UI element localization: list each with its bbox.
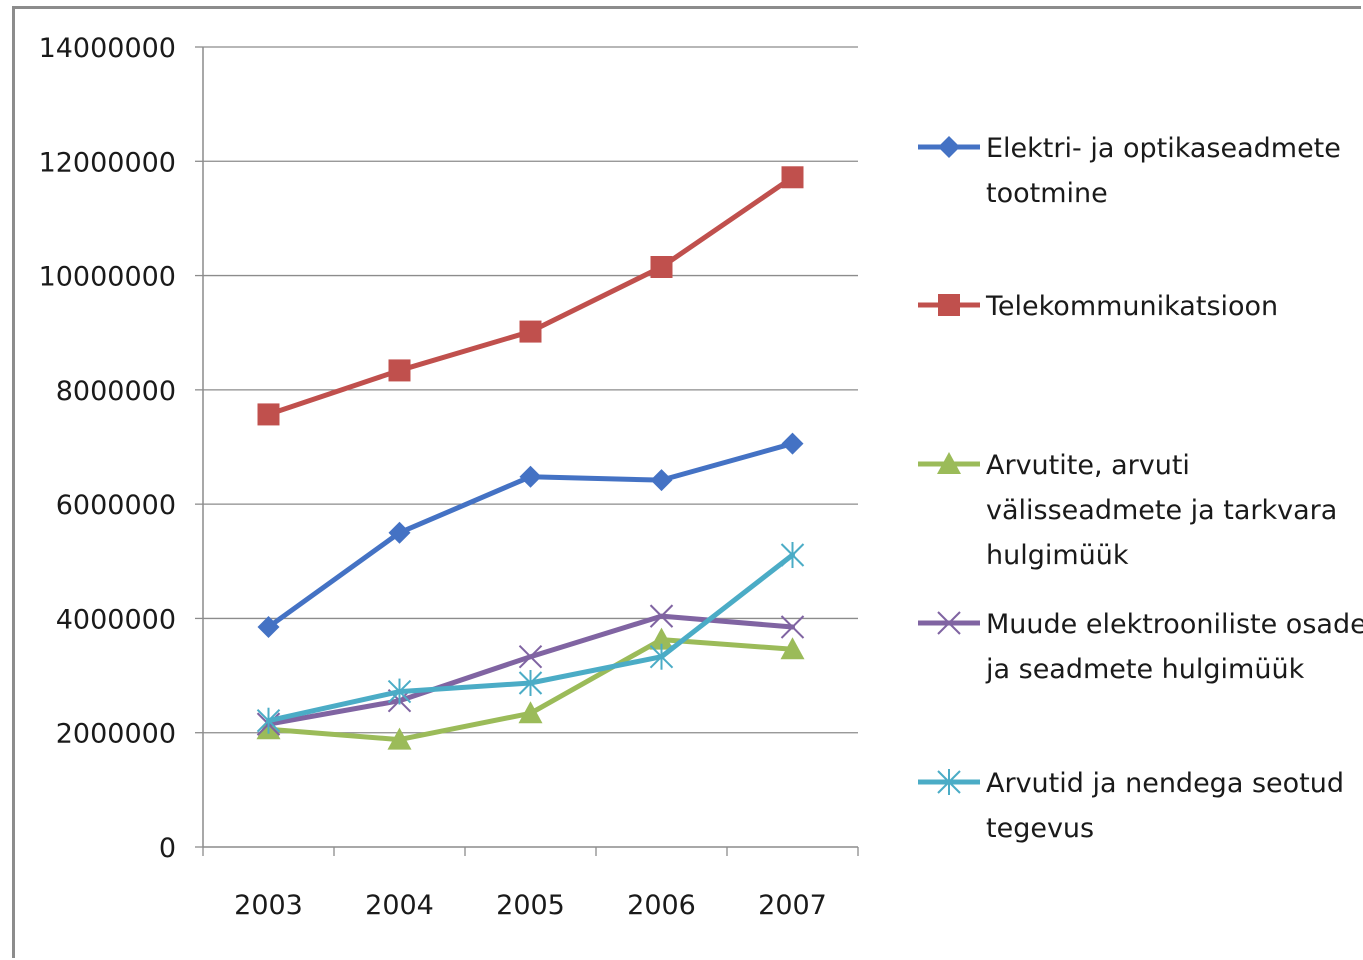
data-point: [649, 604, 674, 628]
data-point: [387, 727, 412, 750]
series-line: [266, 174, 795, 417]
y-tick-label: 14000000: [39, 33, 176, 64]
marker-stroke: [649, 604, 674, 628]
data-point: [387, 678, 412, 705]
legend-entry: Elektri- ja optikaseadmete tootmine: [918, 133, 1341, 209]
x-tick-label: 2003: [234, 890, 303, 921]
y-tick-label: 2000000: [56, 719, 176, 750]
legend-label: tegevus: [986, 813, 1094, 844]
series-5: [256, 542, 805, 734]
legend-label: tootmine: [986, 178, 1108, 209]
data-point: [780, 637, 805, 660]
series-lines: [256, 166, 805, 750]
y-tick-label: 8000000: [56, 376, 176, 407]
legend-label: Muude elektrooniliste osade: [986, 609, 1363, 640]
data-point: [650, 469, 673, 492]
data-point: [780, 542, 805, 568]
series-1: [257, 432, 804, 638]
y-tick-label: 10000000: [39, 262, 176, 293]
axes: 0 2000000 4000000 6000000 8000000 10000000 120…: [39, 33, 859, 921]
data-point: [519, 320, 542, 343]
legend-label: ja seadmete hulgimüük: [985, 654, 1305, 685]
data-point: [518, 645, 543, 669]
marker-stroke: [937, 611, 961, 635]
data-point: [781, 432, 804, 455]
data-point: [650, 256, 673, 278]
legend-label: Elektri- ja optikaseadmete: [986, 133, 1341, 164]
legend: Elektri- ja optikaseadmete tootmine Teleko…: [918, 133, 1363, 844]
legend-label: Telekommunikatsioon: [985, 291, 1278, 322]
data-point: [518, 701, 543, 724]
legend-marker: [937, 452, 961, 474]
legend-label: Arvutid ja nendega seotud: [986, 768, 1344, 799]
data-point: [257, 403, 280, 426]
x-tick-label: 2007: [758, 890, 827, 921]
gridlines: [203, 46, 858, 734]
y-tick-label: 0: [159, 833, 176, 864]
y-tick-label: 12000000: [39, 147, 176, 178]
data-point: [518, 670, 543, 696]
legend-entry: Arvutite, arvuti välisseadmete ja tarkvar…: [918, 450, 1337, 571]
x-tick-label: 2006: [627, 890, 696, 921]
data-point: [257, 616, 280, 638]
x-tick-label: 2004: [365, 890, 434, 921]
legend-marker: [937, 769, 961, 795]
data-point: [256, 707, 281, 734]
series-2: [257, 166, 804, 426]
y-tick-label: 6000000: [56, 490, 176, 521]
legend-entry: Arvutid ja nendega seotud tegevus: [918, 768, 1344, 844]
y-tick-label: 4000000: [56, 604, 176, 635]
marker-stroke: [780, 615, 805, 639]
legend-entry: Muude elektrooniliste osade ja seadmete h…: [918, 609, 1363, 685]
legend-marker: [937, 611, 961, 635]
legend-entry: Telekommunikatsioon: [918, 291, 1278, 322]
legend-label: Arvutite, arvuti: [986, 450, 1190, 481]
legend-marker: [938, 136, 960, 158]
data-point: [519, 465, 542, 488]
legend-label: hulgimüük: [986, 540, 1129, 571]
series-3: [256, 627, 805, 750]
data-point: [388, 359, 411, 382]
data-point: [388, 521, 411, 544]
chart-frame: [12, 6, 1361, 958]
legend-label: välisseadmete ja tarkvara: [986, 495, 1337, 526]
data-point: [780, 615, 805, 639]
data-point: [781, 166, 804, 189]
x-tick-label: 2005: [496, 890, 565, 921]
data-point: [649, 627, 674, 650]
legend-marker: [938, 294, 960, 316]
marker-stroke: [518, 645, 543, 669]
data-point: [649, 643, 674, 670]
